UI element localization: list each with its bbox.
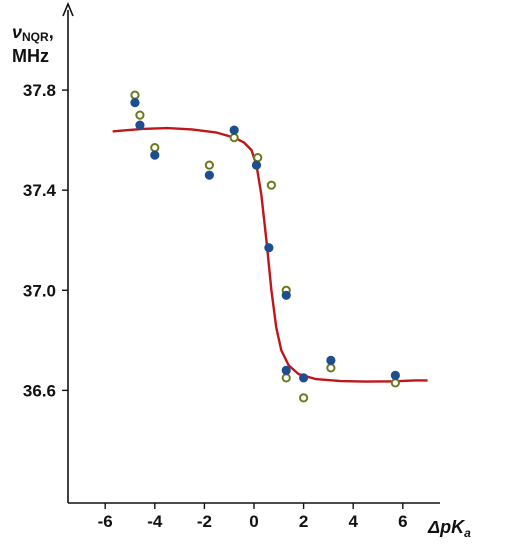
y-ticks: 36.6 37.0 37.4 37.8 [23, 81, 68, 400]
x-tick-label: -6 [98, 512, 113, 531]
filled-point [281, 290, 291, 300]
fit-curve [112, 126, 428, 383]
y-tick-label: 37.0 [23, 281, 56, 300]
x-tick-label: 0 [249, 512, 258, 531]
y-axis-label-comma: , [49, 22, 54, 42]
y-axis [62, 1, 74, 503]
x-axis-label-main: pK [439, 517, 466, 537]
open-point [204, 160, 214, 170]
x-tick-label: 6 [398, 512, 407, 531]
y-tick-label: 37.8 [23, 81, 56, 100]
open-point [130, 90, 140, 100]
x-tick-label: 2 [299, 512, 308, 531]
filled-point [135, 120, 145, 130]
open-point [150, 143, 160, 153]
filled-point [130, 97, 140, 108]
y-tick-label: 36.6 [23, 381, 56, 400]
open-point [299, 393, 309, 403]
open-point [281, 373, 291, 383]
x-tick-label: 4 [348, 512, 358, 531]
filled-point [281, 365, 291, 375]
y-axis-arrow [62, 1, 74, 17]
x-tick-label: -2 [197, 512, 212, 531]
filled-point [229, 125, 239, 135]
open-point [326, 363, 336, 373]
filled-point [326, 355, 336, 365]
y-axis-unit: MHz [12, 46, 49, 66]
filled-point [150, 150, 160, 160]
filled-point [299, 373, 309, 383]
series-layer [112, 90, 428, 403]
x-axis-label-delta: Δ [427, 517, 440, 537]
open-point [253, 153, 263, 163]
x-ticks: -6 -4 -2 0 2 4 6 [98, 503, 408, 531]
filled-point [204, 170, 214, 180]
x-axis-label: ΔpKa [427, 517, 471, 540]
filled-point [390, 370, 400, 380]
x-axis-label-sub: a [464, 526, 471, 540]
open-point [390, 378, 400, 388]
filled-point [264, 243, 274, 253]
y-axis-label-symbol: ν [12, 22, 22, 42]
x-tick-label: -4 [147, 512, 163, 531]
y-tick-label: 37.4 [23, 181, 57, 200]
filled-point [251, 160, 262, 170]
y-axis-label: νNQR, [12, 22, 54, 44]
open-point [229, 133, 239, 143]
open-point [135, 110, 145, 120]
y-axis-label-sub: NQR [22, 30, 49, 44]
open-point [266, 180, 276, 190]
